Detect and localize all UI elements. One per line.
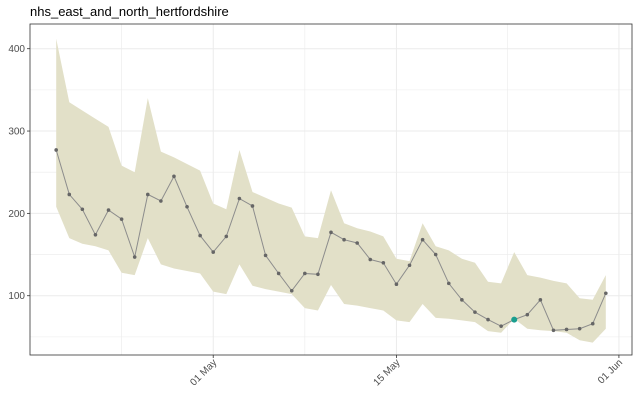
data-point (211, 250, 216, 254)
data-point (80, 207, 85, 212)
data-point (106, 208, 111, 212)
data-point (525, 312, 530, 317)
data-point (381, 260, 386, 265)
data-points (54, 148, 608, 333)
data-point (237, 196, 242, 201)
data-point (145, 192, 150, 197)
data-point (119, 217, 124, 221)
data-point (499, 324, 503, 328)
x-tick-label: 15 May (372, 357, 403, 388)
data-point (172, 174, 176, 179)
data-point (446, 281, 451, 286)
data-point (250, 204, 255, 208)
data-point (394, 282, 399, 286)
y-tick-label: 300 (8, 127, 25, 138)
confidence-band (56, 38, 606, 343)
data-point (538, 298, 543, 302)
data-point (486, 317, 490, 322)
data-point (224, 234, 229, 239)
data-point (564, 327, 569, 332)
data-point (407, 263, 412, 268)
highlighted-data-point (511, 316, 518, 323)
y-tick-label: 200 (8, 209, 25, 220)
data-point (577, 326, 582, 331)
data-point (316, 272, 320, 277)
data-point (604, 291, 608, 296)
data-point (132, 255, 137, 259)
data-point (54, 148, 58, 152)
data-point (198, 233, 202, 238)
data-point (289, 288, 294, 293)
chart-title: nhs_east_and_north_hertfordshire (30, 4, 229, 19)
x-tick-label: 01 May (188, 357, 219, 388)
data-point (159, 199, 163, 203)
data-point (185, 204, 189, 209)
data-point (263, 253, 268, 258)
data-point (276, 271, 281, 276)
x-tick-label: 01 Jun (596, 357, 625, 386)
data-point (93, 232, 98, 237)
data-point (355, 241, 359, 245)
panel-border (29, 23, 633, 356)
data-point (590, 321, 595, 326)
data-point (460, 298, 464, 302)
data-point (473, 310, 477, 314)
y-tick-label: 100 (8, 291, 25, 302)
data-point (329, 230, 333, 235)
data-point (67, 192, 72, 197)
data-point (303, 271, 307, 276)
data-point (420, 237, 425, 242)
data-point (368, 257, 373, 262)
data-point (433, 252, 438, 257)
y-tick-label: 400 (8, 44, 25, 55)
data-point (342, 237, 346, 242)
data-point (551, 328, 556, 333)
